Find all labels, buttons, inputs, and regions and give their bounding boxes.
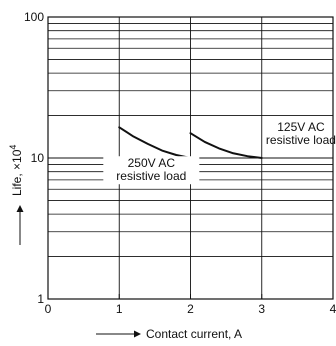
- series-label-bg-1: [103, 156, 200, 185]
- series-label-1: resistive load: [116, 169, 186, 183]
- series-label-2: resistive load: [266, 133, 336, 147]
- series-label-2: 125V AC: [277, 120, 325, 134]
- plot-frame: [47, 16, 334, 300]
- x-axis-title-group: Contact current, A: [96, 327, 242, 341]
- y-tick-label: 100: [24, 10, 44, 24]
- x-tick-label: 0: [45, 302, 52, 316]
- x-tick-label: 1: [116, 302, 123, 316]
- y-axis-title-exponent: 4: [8, 145, 18, 150]
- series-group: [118, 126, 263, 159]
- x-axis-title: Contact current, A: [146, 327, 242, 341]
- y-axis-title-main: Life, ×10: [10, 149, 24, 196]
- y-axis-arrow-head: [16, 205, 24, 212]
- y-tick-label: 1: [37, 292, 44, 306]
- series-line-2: [189, 132, 263, 159]
- x-tick-label: 3: [258, 302, 265, 316]
- y-tick-label: 10: [31, 151, 45, 165]
- series-label-1: 250V AC: [128, 156, 176, 170]
- y-axis-title-group: Life, ×104: [8, 145, 24, 245]
- x-axis-arrow-head: [134, 330, 141, 338]
- series-line-1: [118, 126, 192, 159]
- y-axis-title: Life, ×104: [8, 145, 24, 196]
- x-tick-label: 4: [330, 302, 336, 316]
- x-tick-label: 2: [187, 302, 194, 316]
